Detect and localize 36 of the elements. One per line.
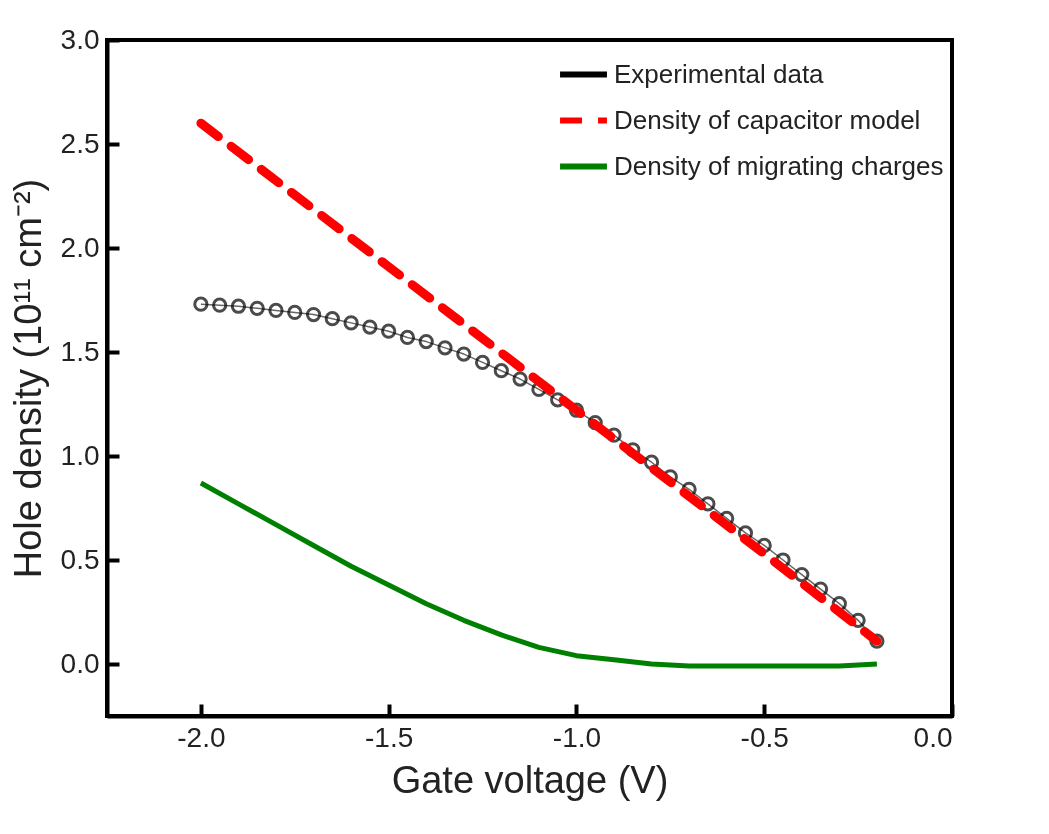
y-tick-label: 0.0 [60,647,100,679]
point [268,302,284,319]
x-tick-label: -1.0 [552,721,602,753]
point [212,297,228,313]
y-axis-title: Hole density (10¹¹ cm⁻²) [6,178,49,579]
point [474,354,491,371]
x-tick-label: -0.5 [740,721,789,753]
legend-label: Density of capacitor model [614,104,921,135]
point [324,311,340,327]
y-tick-label: 1.0 [60,439,100,471]
point [512,371,528,387]
x-tick-label: -2.0 [177,721,226,753]
point [230,298,247,314]
point [794,566,810,583]
legend-label: Density of migrating charges [614,150,944,181]
point [362,319,378,335]
point [381,323,397,339]
point [305,306,322,323]
y-tick-label: 0.5 [60,543,100,575]
point [456,346,472,362]
x-axis-title: Gate voltage (V) [391,758,669,801]
point [343,315,359,331]
legend-label: Experimental data [614,58,825,89]
point [287,304,303,321]
point [493,363,509,379]
point [399,329,416,346]
point [193,296,209,312]
point [249,300,265,316]
y-tick-label: 2.5 [60,127,100,159]
y-tick-label: 1.5 [60,335,100,367]
y-tick-label: 2.0 [60,231,100,263]
y-tick-label: 3.0 [60,23,100,55]
point [418,333,434,350]
x-tick-label: -1.5 [365,721,414,753]
point [437,340,453,356]
x-tick-label: 0.0 [913,721,953,753]
